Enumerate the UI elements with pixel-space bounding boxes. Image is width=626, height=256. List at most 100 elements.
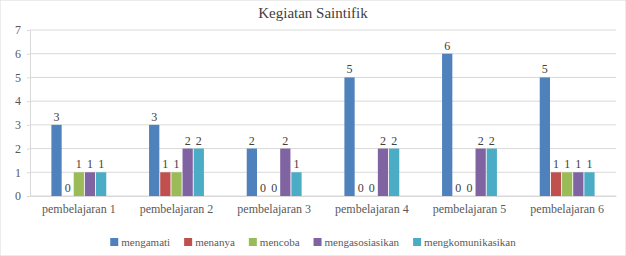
bar [194,149,204,196]
bar [63,196,73,197]
y-tick-mark [27,149,30,150]
y-tick-mark [27,125,30,126]
bar [280,149,290,196]
bar [442,54,452,196]
bar [573,172,583,196]
x-tick: pembelajaran 1 [42,196,116,216]
x-tick-label: pembelajaran 1 [42,202,116,216]
x-tick-label: pembelajaran 6 [530,202,604,216]
bars [51,54,594,196]
bar [183,149,193,196]
legend-label: mencoba [260,236,300,248]
y-tick: 3 [15,118,30,132]
data-label: 1 [586,157,592,171]
data-label: 2 [282,134,288,148]
bar [96,172,106,196]
y-tick-mark [27,196,30,197]
y-tick-label: 3 [15,118,21,132]
legend-swatch [249,238,257,246]
bar [540,77,550,196]
bar [584,172,594,196]
y-tick: 5 [15,71,30,85]
legend-label: mengasosiasikan [325,236,400,248]
legend-label: menanya [195,236,235,248]
legend-label: mengamati [121,236,170,248]
x-tick-label: pembelajaran 5 [433,202,507,216]
data-label: 2 [185,134,191,148]
data-label: 0 [358,181,364,195]
legend-label: mengkomunikasikan [424,236,516,248]
x-tick-label: pembelajaran 3 [237,202,311,216]
bar [247,149,257,196]
y-tick-label: 0 [15,189,21,203]
x-axis: pembelajaran 1 pembelajaran 2 pembelajaran… [31,196,617,216]
y-tick-label: 1 [15,166,21,180]
grid-line [30,124,616,125]
data-label: 1 [87,157,93,171]
y-axis: 01234567 [15,23,31,203]
data-label: 3 [151,110,157,124]
bar [356,196,366,197]
series [96,149,595,196]
grid-line [30,53,616,54]
data-label: 0 [271,181,277,195]
data-label: 6 [444,39,450,53]
data-label: 1 [553,157,559,171]
series [160,172,561,196]
data-label: 2 [380,134,386,148]
y-tick: 2 [15,142,30,156]
bar [453,196,463,197]
grid-line [30,101,616,102]
bar [344,77,354,196]
chart: Kegiatan Saintifik01234567pembelajaran 1… [0,0,626,256]
legend-item: mencoba [249,236,300,248]
grid-line [30,148,616,149]
bar [149,125,159,196]
data-label: 0 [260,181,266,195]
y-tick: 6 [15,47,30,61]
y-tick: 1 [15,166,30,180]
series [85,149,584,196]
y-tick-label: 2 [15,142,21,156]
data-label: 1 [564,157,570,171]
bar [85,172,95,196]
y-tick: 7 [15,23,30,37]
data-label: 5 [542,62,548,76]
grid-line [30,77,616,78]
data-label: 1 [174,157,180,171]
legend-swatch [413,238,421,246]
bar [367,196,377,197]
bar [476,149,486,196]
y-tick: 0 [15,189,30,203]
bar [291,172,301,196]
series [74,172,573,196]
x-tick-label: pembelajaran 2 [140,202,214,216]
x-axis-line [31,196,617,197]
y-tick-mark [27,54,30,55]
plot: 01234567pembelajaran 1pembelajaran 2pemb… [15,23,617,215]
bar [378,149,388,196]
bar [258,196,268,197]
grid [30,30,616,196]
bar [269,196,279,197]
legend-item: mengamati [110,236,170,248]
x-tick: pembelajaran 5 [433,196,507,216]
grid-line [30,196,616,197]
data-label: 2 [391,134,397,148]
bar [74,172,84,196]
x-tick: pembelajaran 3 [237,196,311,216]
data-label: 2 [249,134,255,148]
legend-item: mengasosiasikan [314,236,400,248]
data-label: 0 [369,181,375,195]
legend-swatch [314,238,322,246]
grid-line [30,30,616,31]
legend-item: menanya [184,236,235,248]
y-axis-line [30,31,31,197]
data-label: 2 [196,134,202,148]
y-tick-mark [27,101,30,102]
legend-swatch [110,238,118,246]
bar [389,149,399,196]
bar [171,172,181,196]
data-label: 1 [575,157,581,171]
y-tick-label: 7 [15,23,21,37]
